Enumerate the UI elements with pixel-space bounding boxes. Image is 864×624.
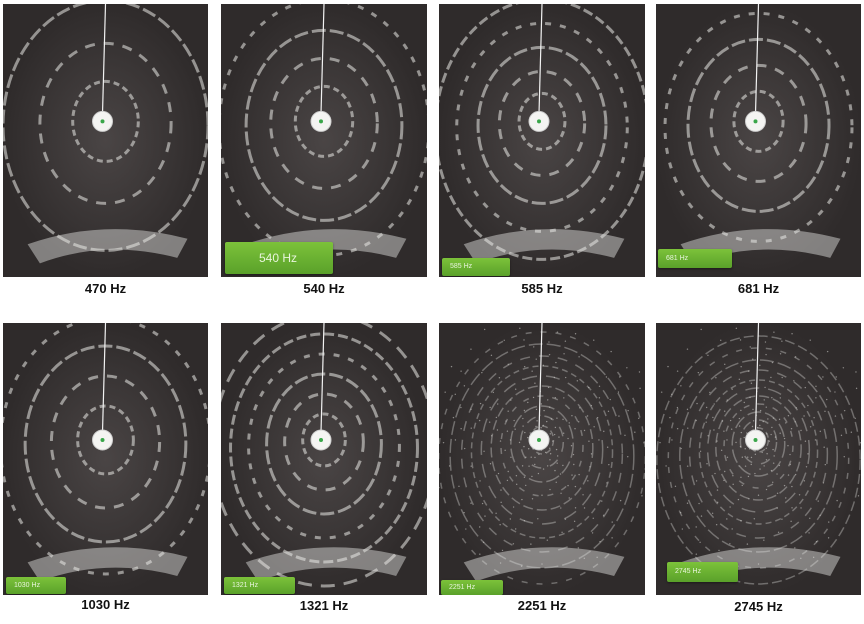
frequency-caption: 585 Hz [439,281,645,296]
panel: 681 Hz 681 Hz [656,4,861,306]
frequency-badge: 585 Hz [442,258,510,276]
panel: 585 Hz 585 Hz [439,4,645,306]
sand-pattern-photo: 540 Hz [221,4,427,277]
frequency-caption: 681 Hz [656,281,861,296]
frequency-caption: 2251 Hz [439,598,645,613]
chladni-pattern [439,323,645,595]
frequency-caption: 1321 Hz [221,598,427,613]
frequency-caption: 2745 Hz [656,599,861,614]
frequency-caption: 540 Hz [221,281,427,296]
panel: 1030 Hz 1030 Hz [3,323,208,622]
panel: 2251 Hz 2251 Hz [439,323,645,623]
frequency-caption: 470 Hz [3,281,208,296]
frequency-caption: 1030 Hz [3,597,208,612]
frequency-badge: 540 Hz [225,242,333,274]
panel: 1321 Hz 1321 Hz [221,323,427,623]
panel: 540 Hz 540 Hz [221,4,427,306]
chladni-pattern [221,323,427,595]
chladni-pattern [439,4,645,277]
chladni-pattern [656,4,861,277]
sand-pattern-photo: 1030 Hz [3,323,208,595]
sand-pattern-photo: 2745 Hz [656,323,861,595]
chladni-pattern [656,323,861,595]
frequency-badge: 1030 Hz [6,577,66,594]
chladni-pattern [3,323,208,595]
chladni-pattern [3,4,208,277]
sand-pattern-photo: 585 Hz [439,4,645,277]
panel: 470 Hz [3,4,208,306]
sand-pattern-photo [3,4,208,277]
sand-pattern-photo: 681 Hz [656,4,861,277]
sand-pattern-photo: 1321 Hz [221,323,427,595]
frequency-badge: 2251 Hz [441,580,503,595]
chladni-pattern [221,4,427,277]
frequency-badge: 1321 Hz [224,577,295,594]
frequency-badge: 2745 Hz [667,562,738,582]
frequency-badge: 681 Hz [658,249,732,268]
panel: 2745 Hz 2745 Hz [656,323,861,624]
sand-pattern-photo: 2251 Hz [439,323,645,595]
